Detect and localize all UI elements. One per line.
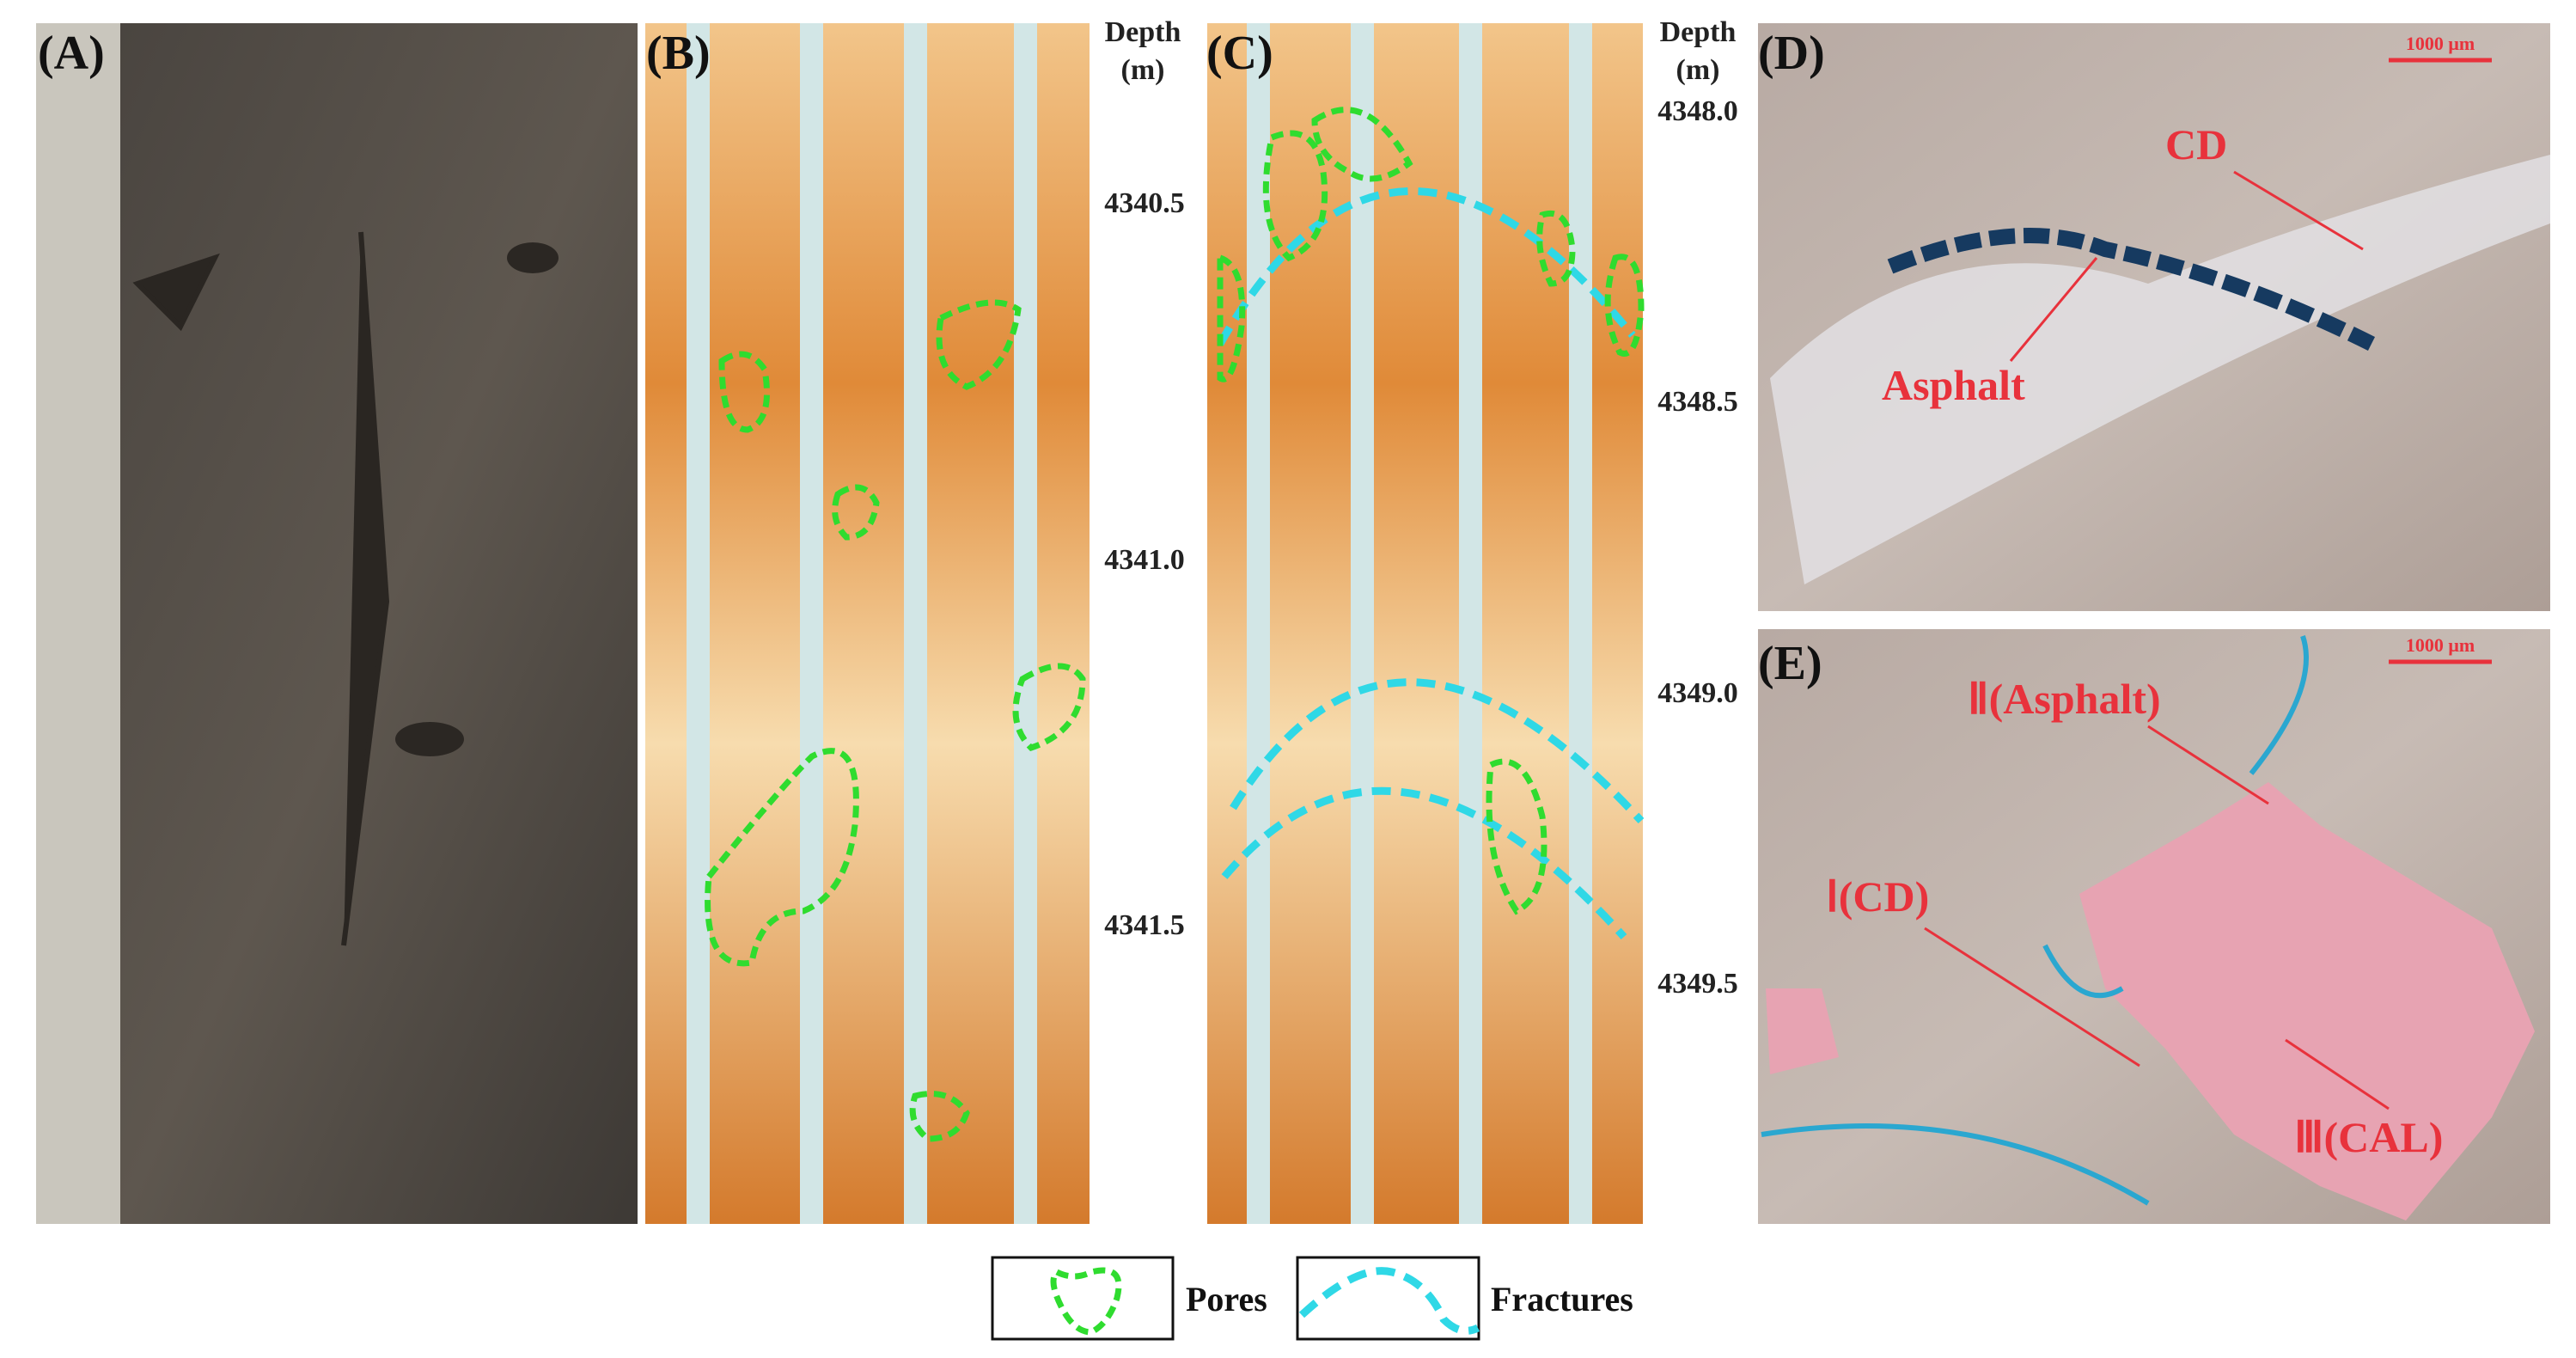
vein <box>1770 155 2550 584</box>
depth-tick: 4341.0 <box>1104 544 1185 576</box>
depth-tick: 4349.5 <box>1657 968 1738 1000</box>
fracture-trace <box>1217 187 1636 346</box>
core-vug <box>395 722 464 756</box>
scale-bar-label: 1000 μm <box>2406 634 2475 656</box>
panel-label: (D) <box>1758 27 1825 80</box>
log-gap <box>1569 23 1592 1224</box>
pore-outline <box>718 351 770 433</box>
legend-pore-symbol <box>1050 1267 1122 1336</box>
log-gap <box>1459 23 1482 1224</box>
pore-outline <box>705 748 859 967</box>
panel-label: (E) <box>1758 637 1822 690</box>
scale-bar-label: 1000 μm <box>2406 33 2475 54</box>
depth-title: (m) <box>1676 54 1720 86</box>
pore-outline <box>936 299 1022 390</box>
annotation: CD <box>2165 120 2227 168</box>
pore-outline <box>1311 107 1413 182</box>
legend-fracture-symbol <box>1298 1267 1480 1335</box>
leader-line <box>2285 1038 2390 1110</box>
annotation: Ⅰ(CD) <box>1826 872 1929 921</box>
asphalt-fill <box>1887 228 2376 352</box>
leader-line <box>2147 725 2269 805</box>
annotation: Asphalt <box>1882 361 2025 409</box>
calcite <box>2079 782 2535 1220</box>
leader-line <box>2233 170 2364 251</box>
depth-tick: 4348.5 <box>1657 386 1738 418</box>
pore-outline <box>909 1091 970 1142</box>
blue-resin <box>1761 635 2309 1206</box>
depth-title: Depth <box>1660 16 1737 48</box>
pore-outline <box>1217 254 1246 382</box>
fracture-trace <box>1221 786 1627 940</box>
legend-label: Fractures <box>1491 1280 1633 1318</box>
legend-label: Pores <box>1186 1280 1267 1318</box>
log-gap <box>687 23 710 1224</box>
depth-tick: 4348.0 <box>1657 95 1738 127</box>
depth-tick: 4341.5 <box>1104 909 1185 941</box>
depth-tick: 4340.5 <box>1104 187 1185 219</box>
log-gap <box>1351 23 1374 1224</box>
panel-label: (C) <box>1206 27 1273 80</box>
leader-line <box>1924 927 2140 1067</box>
legend-box <box>991 1256 1175 1341</box>
calcite <box>1766 988 1839 1074</box>
panel-label: (A) <box>38 27 105 80</box>
pore-outline <box>1262 130 1328 262</box>
pore-outline <box>1536 211 1576 287</box>
legend-box <box>1296 1256 1480 1341</box>
pore-outline <box>1486 758 1547 915</box>
log-gap <box>800 23 823 1224</box>
log-gap <box>1247 23 1270 1224</box>
annotation: Ⅱ(Asphalt) <box>1968 675 2161 723</box>
panel-label: (B) <box>646 27 711 80</box>
pore-outline <box>1012 663 1086 752</box>
annotation: Ⅲ(CAL) <box>2294 1113 2443 1161</box>
pore-outline <box>1604 254 1645 357</box>
depth-tick: 4349.0 <box>1657 677 1738 709</box>
log-gap <box>904 23 927 1224</box>
core-crack <box>132 231 390 946</box>
log-gap <box>1014 23 1037 1224</box>
core-vug <box>507 242 559 273</box>
pore-outline <box>832 484 880 541</box>
depth-title: Depth <box>1105 16 1181 48</box>
depth-title: (m) <box>1121 54 1165 86</box>
leader-line <box>2009 257 2098 362</box>
